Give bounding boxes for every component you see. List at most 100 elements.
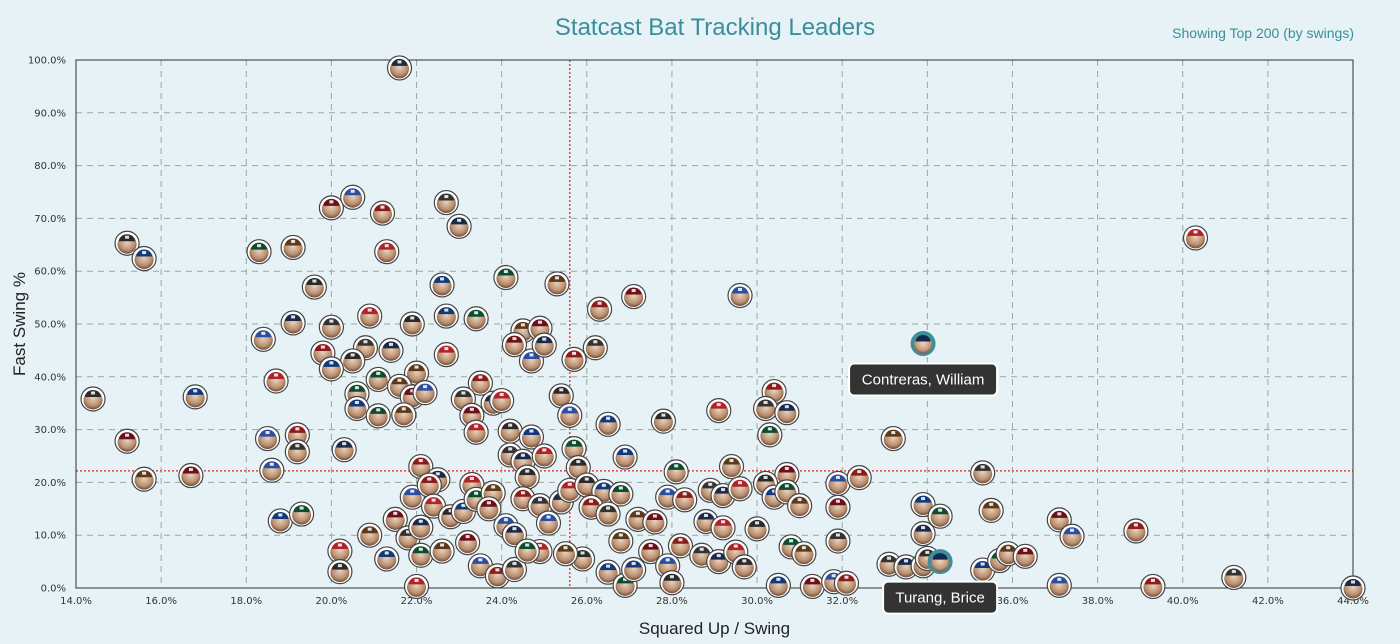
player-point[interactable] [501,556,528,583]
player-point[interactable] [182,384,208,410]
player-point[interactable] [787,493,813,519]
player-point[interactable] [880,425,906,452]
player-point[interactable] [374,546,400,572]
player-point[interactable] [408,453,434,480]
player-point[interactable] [114,428,140,454]
player-point[interactable] [1140,573,1166,600]
highlighted-player[interactable]: Contreras, William [848,331,999,397]
player-point[interactable] [254,425,281,452]
player-point[interactable] [378,337,404,363]
player-point[interactable] [710,515,736,541]
player-point[interactable] [612,444,638,470]
player-point[interactable] [531,332,557,358]
player-point[interactable] [412,380,438,406]
player-point[interactable] [463,306,489,332]
player-point[interactable] [250,326,276,352]
player-point[interactable] [638,538,664,565]
player-point[interactable] [497,418,523,444]
player-point[interactable] [752,395,779,422]
player-point[interactable] [731,554,757,580]
player-point[interactable] [833,570,860,596]
player-point[interactable] [429,272,455,298]
player-point[interactable] [463,419,489,445]
player-point[interactable] [595,411,621,437]
player-point[interactable] [357,522,383,548]
player-point[interactable] [595,501,621,527]
player-point[interactable] [446,213,472,239]
player-point[interactable] [131,466,157,492]
player-point[interactable] [408,514,434,540]
player-point[interactable] [382,506,408,532]
player-point[interactable] [518,348,545,374]
player-point[interactable] [318,195,344,221]
player-point[interactable] [1182,225,1209,251]
player-point[interactable] [280,234,306,261]
player-point[interactable] [178,462,204,489]
player-point[interactable] [280,310,306,336]
player-point[interactable] [327,559,353,585]
player-point[interactable] [561,436,587,462]
player-point[interactable] [718,453,745,480]
player-point[interactable] [527,315,553,341]
player-point[interactable] [727,282,753,309]
player-point[interactable] [978,497,1004,523]
player-point[interactable] [650,408,677,434]
player-point[interactable] [374,239,400,265]
player-point[interactable] [642,509,668,535]
player-point[interactable] [433,189,459,216]
player-point[interactable] [595,559,621,585]
player-point[interactable] [1059,523,1085,549]
player-point[interactable] [455,529,481,556]
player-point[interactable] [744,516,770,542]
player-point[interactable] [970,460,996,486]
player-point[interactable] [582,335,608,361]
highlighted-points[interactable]: Contreras, William Turang, Brice [848,331,999,615]
player-point[interactable] [416,472,442,498]
player-point[interactable] [467,370,493,396]
player-point[interactable] [289,501,315,527]
player-point[interactable] [825,470,851,497]
player-point[interactable] [493,264,519,291]
player-point[interactable] [608,481,634,507]
player-point[interactable] [531,443,557,469]
player-point[interactable] [263,368,289,394]
player-point[interactable] [799,573,826,600]
player-point[interactable] [514,538,540,564]
player-point[interactable] [327,538,353,564]
player-point[interactable] [557,402,583,428]
player-point[interactable] [621,283,647,310]
player-point[interactable] [114,230,140,256]
player-point[interactable] [548,383,574,409]
player-point[interactable] [318,356,344,382]
player-point[interactable] [561,346,587,372]
player-point[interactable] [399,484,425,510]
player-point[interactable] [391,402,417,428]
player-point[interactable] [514,464,540,490]
player-point[interactable] [757,422,783,448]
player-point[interactable] [621,556,647,583]
player-point[interactable] [552,541,579,567]
player-point[interactable] [1221,564,1247,591]
player-point[interactable] [518,424,545,450]
player-point[interactable] [403,573,430,600]
player-point[interactable] [501,331,528,358]
player-point[interactable] [386,55,413,81]
player-point[interactable] [267,508,293,534]
player-point[interactable] [80,386,106,412]
player-point[interactable] [365,366,391,393]
player-point[interactable] [825,494,851,520]
player-point[interactable] [672,487,698,513]
player-point[interactable] [284,439,310,465]
player-point[interactable] [1012,543,1038,569]
player-point[interactable] [408,542,434,568]
player-point[interactable] [1340,575,1366,601]
player-point[interactable] [476,496,502,522]
player-point[interactable] [535,510,562,536]
player-point[interactable] [927,503,953,529]
player-point[interactable] [365,403,391,429]
player-point[interactable] [1046,572,1072,598]
player-point[interactable] [791,541,817,567]
player-point[interactable] [765,572,791,598]
data-points[interactable] [80,55,1366,601]
